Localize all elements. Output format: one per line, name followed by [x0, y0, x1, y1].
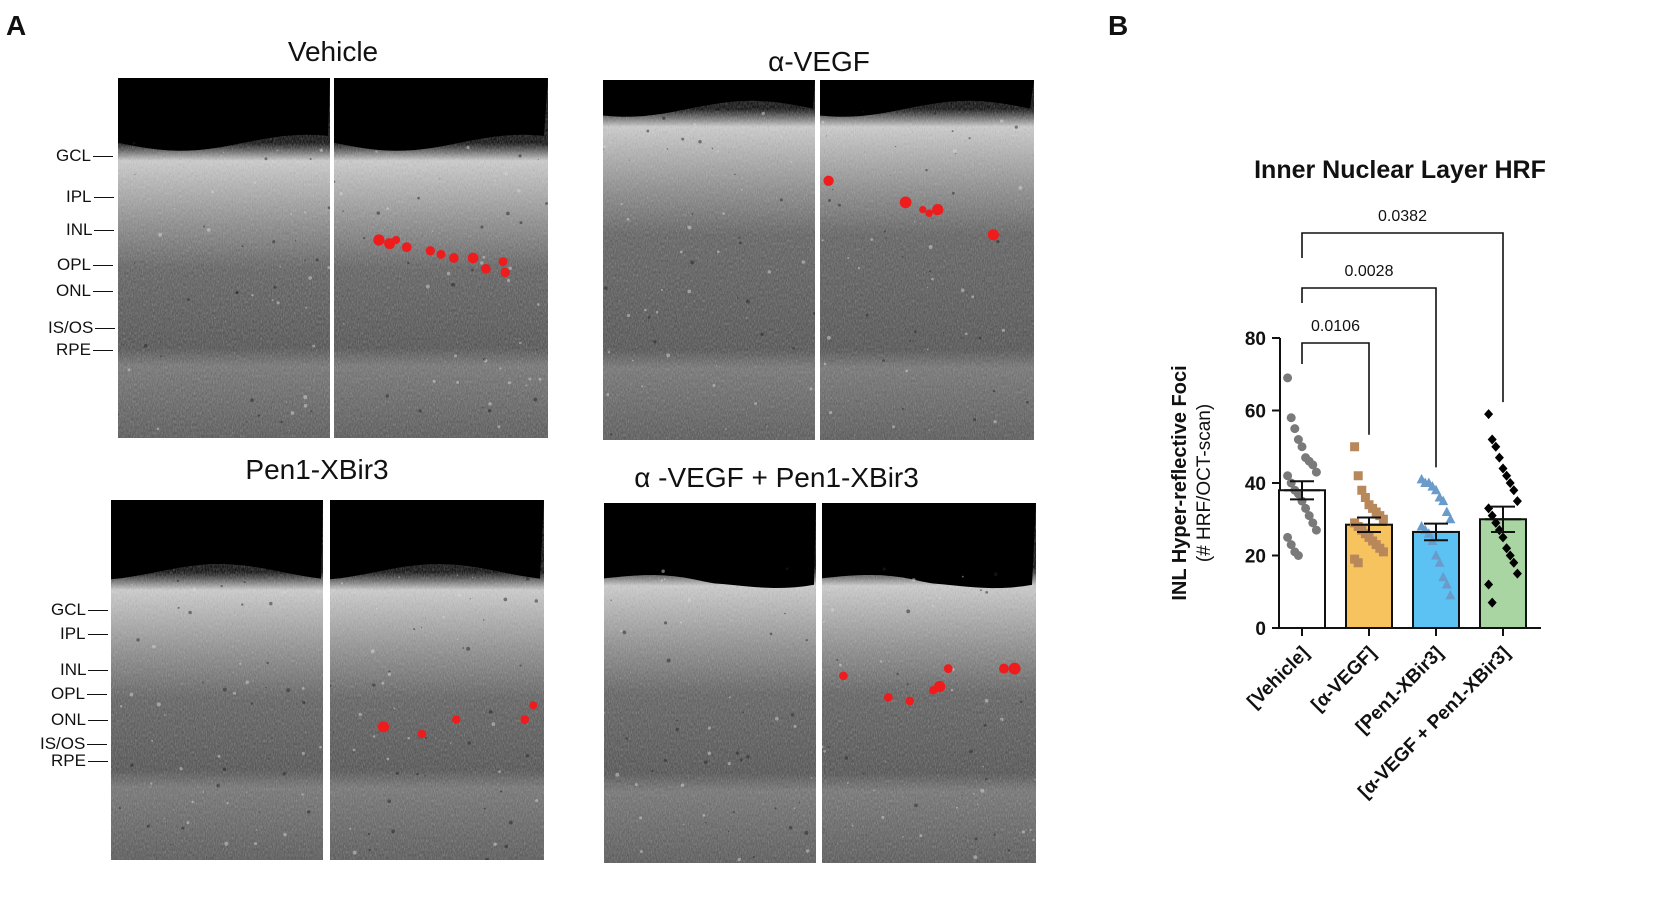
data-point [1431, 550, 1441, 560]
data-point [1423, 528, 1434, 538]
data-point [1491, 517, 1501, 528]
data-point [1304, 511, 1314, 521]
oct-image-pen1-raw [111, 500, 323, 860]
data-point [1512, 568, 1522, 579]
y-tick-label: 0 [1255, 619, 1266, 640]
data-point [1438, 571, 1449, 582]
layer-label-opl-bottom: OPL [51, 684, 108, 704]
data-point [1487, 434, 1497, 445]
significance-bracket [1301, 287, 1437, 468]
oct-image-vehicle-raw [118, 78, 330, 438]
data-point [1502, 470, 1512, 481]
data-point [1293, 551, 1303, 560]
data-point [1484, 503, 1494, 514]
data-point [1308, 518, 1318, 528]
significance-bracket [1301, 342, 1370, 435]
data-point [1441, 506, 1452, 516]
data-point [1308, 460, 1318, 470]
oct-image-combo-marked [822, 503, 1036, 863]
data-point [1509, 485, 1519, 496]
layer-label-onl-top: ONL [56, 281, 113, 301]
data-point [1378, 547, 1388, 557]
data-point [1509, 557, 1519, 568]
data-point [1353, 471, 1363, 481]
layer-label-isos-top: IS/OS [48, 318, 116, 338]
layer-label-isos-bottom: IS/OS [40, 734, 108, 754]
x-category-label: [Vehicle] [1243, 643, 1313, 713]
oct-image-pen1-marked [330, 500, 544, 860]
layer-label-inl-top: INL [66, 220, 115, 240]
data-point [1487, 510, 1497, 521]
data-point [1491, 441, 1501, 452]
data-point [1505, 550, 1515, 561]
bar-2 [1412, 530, 1460, 629]
data-point [1290, 424, 1300, 434]
data-point [1431, 484, 1441, 495]
oct-title-avegf: α-VEGF [768, 46, 870, 77]
p-value-label: 0.0028 [1345, 263, 1394, 280]
layer-label-rpe-bottom: RPE [51, 751, 108, 771]
data-point [1293, 435, 1303, 444]
p-value-label: 0.0382 [1378, 208, 1427, 225]
y-axis-label: INL Hyper-reflective Foci [1169, 365, 1191, 600]
data-point [1505, 478, 1515, 488]
data-point [1353, 558, 1363, 568]
data-point [1283, 471, 1293, 481]
panel-a-letter: A [6, 10, 27, 41]
oct-image-avegf-marked [820, 80, 1034, 440]
layer-label-opl-top: OPL [57, 255, 114, 275]
oct-title-pen1: Pen1-XBir3 [245, 454, 389, 485]
data-point [1484, 409, 1494, 420]
y-axis-sublabel: (# HRF/OCT-scan) [1194, 404, 1215, 562]
data-point [1487, 597, 1497, 608]
oct-title-combo: α -VEGF + Pen1-XBir3 [634, 462, 919, 493]
data-point [1498, 532, 1508, 543]
oct-image-vehicle-marked [334, 78, 548, 438]
layer-label-rpe-top: RPE [56, 340, 113, 360]
data-point [1357, 485, 1367, 495]
layer-label-inl-bottom: INL [60, 660, 109, 680]
data-point [1350, 442, 1360, 452]
chart-title: Inner Nuclear Layer HRF [1254, 156, 1546, 184]
data-point [1434, 557, 1445, 567]
data-point [1360, 493, 1370, 502]
p-value-label: 0.0106 [1311, 318, 1360, 335]
data-point [1311, 467, 1321, 477]
layer-label-ipl-top: IPL [66, 187, 114, 207]
data-point [1378, 514, 1388, 524]
data-point [1297, 442, 1307, 452]
oct-image-avegf-raw [603, 80, 815, 440]
data-point [1301, 503, 1311, 513]
data-point [1311, 525, 1321, 535]
layer-label-onl-bottom: ONL [51, 710, 108, 730]
y-tick-label: 40 [1245, 474, 1266, 495]
layer-label-gcl-bottom: GCL [51, 600, 108, 620]
significance-bracket [1301, 232, 1504, 403]
data-point [1484, 579, 1494, 590]
data-point [1512, 496, 1522, 507]
data-point [1445, 589, 1456, 600]
panel-b-letter: B [1108, 10, 1129, 41]
hrf-bar-chart: Inner Nuclear Layer HRF INL Hyper-reflec… [1169, 156, 1546, 803]
layer-label-gcl-top: GCL [56, 146, 113, 166]
data-point [1286, 413, 1296, 423]
y-tick-label: 60 [1245, 402, 1266, 423]
data-point [1283, 373, 1293, 383]
data-point [1286, 540, 1296, 550]
data-point [1498, 463, 1508, 474]
layer-label-ipl-bottom: IPL [60, 624, 108, 644]
data-point [1441, 579, 1452, 589]
y-tick-label: 20 [1245, 547, 1266, 568]
oct-title-vehicle: Vehicle [287, 36, 379, 67]
data-point [1283, 532, 1293, 542]
data-point [1293, 489, 1303, 499]
data-point [1494, 452, 1504, 463]
data-point [1438, 495, 1449, 506]
data-point [1502, 543, 1512, 554]
oct-image-combo-raw [604, 503, 816, 863]
data-point [1445, 513, 1456, 524]
y-tick-label: 80 [1245, 329, 1266, 350]
